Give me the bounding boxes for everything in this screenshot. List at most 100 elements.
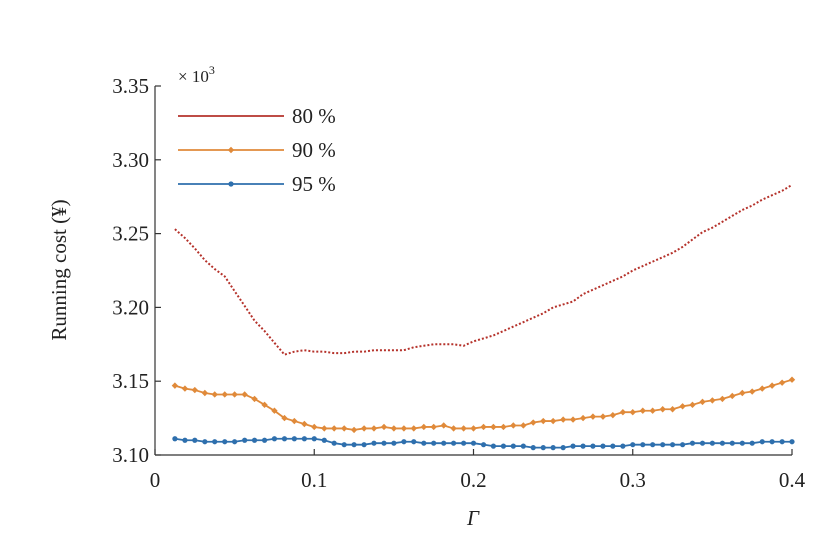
y-tick-label: 3.35 bbox=[112, 74, 149, 98]
data-point bbox=[490, 423, 497, 431]
data-point bbox=[699, 398, 706, 406]
data-point bbox=[739, 440, 745, 446]
y-tick-label: 3.30 bbox=[112, 148, 149, 172]
data-point bbox=[470, 425, 477, 432]
data-point bbox=[719, 395, 726, 403]
data-point bbox=[181, 385, 189, 392]
data-point bbox=[401, 439, 407, 445]
data-point bbox=[660, 442, 666, 448]
data-point bbox=[500, 423, 507, 431]
data-point bbox=[480, 423, 487, 431]
data-point bbox=[420, 423, 428, 431]
data-point bbox=[779, 439, 785, 445]
data-point bbox=[480, 442, 487, 448]
data-point bbox=[510, 443, 516, 449]
series-2 bbox=[172, 436, 795, 451]
y-tick-label: 3.25 bbox=[112, 222, 149, 246]
data-point bbox=[321, 425, 328, 432]
data-point bbox=[241, 391, 248, 398]
data-point bbox=[709, 397, 716, 404]
x-tick-label: 0.2 bbox=[460, 468, 486, 492]
data-point bbox=[271, 407, 278, 414]
data-point bbox=[530, 419, 537, 426]
data-point bbox=[192, 437, 198, 443]
data-point bbox=[330, 425, 338, 432]
data-point bbox=[440, 422, 447, 429]
y-ticks: 3.10 3.15 3.20 3.25 3.30 3.35 bbox=[112, 74, 161, 467]
data-point bbox=[281, 436, 288, 442]
data-point bbox=[749, 440, 755, 446]
data-point bbox=[400, 425, 408, 432]
data-point bbox=[759, 439, 765, 445]
data-point bbox=[589, 413, 597, 420]
data-point bbox=[311, 423, 318, 431]
data-point bbox=[222, 439, 228, 445]
data-point bbox=[251, 395, 258, 403]
data-point bbox=[311, 436, 317, 442]
y-tick-label: 3.20 bbox=[112, 295, 149, 319]
data-point bbox=[600, 443, 606, 449]
data-point bbox=[540, 445, 546, 451]
data-point bbox=[411, 439, 417, 445]
data-point bbox=[291, 436, 297, 442]
data-point bbox=[768, 382, 776, 389]
data-point bbox=[191, 386, 199, 394]
data-point bbox=[231, 391, 238, 398]
data-point bbox=[381, 440, 387, 446]
data-point bbox=[212, 439, 218, 445]
data-point bbox=[221, 391, 228, 398]
data-point bbox=[202, 439, 208, 445]
data-point bbox=[669, 442, 676, 448]
data-point bbox=[580, 443, 586, 449]
data-point bbox=[540, 417, 547, 425]
data-point bbox=[639, 407, 646, 414]
data-point bbox=[182, 437, 188, 443]
data-point bbox=[261, 437, 268, 443]
data-point bbox=[679, 442, 686, 448]
data-point bbox=[689, 401, 696, 409]
data-point bbox=[361, 442, 367, 448]
y-axis-title: Running cost (¥) bbox=[47, 199, 71, 340]
y-multiplier-base: × 10 bbox=[178, 67, 209, 86]
data-point bbox=[579, 414, 587, 422]
data-point bbox=[630, 442, 636, 448]
data-point bbox=[530, 445, 536, 451]
data-point bbox=[281, 414, 288, 422]
legend-marker bbox=[227, 146, 235, 154]
data-point bbox=[470, 440, 477, 446]
data-point bbox=[360, 425, 368, 432]
data-point bbox=[461, 440, 467, 446]
data-point bbox=[261, 401, 268, 409]
data-point bbox=[351, 442, 357, 448]
data-point bbox=[748, 388, 756, 395]
series-1 bbox=[171, 376, 796, 434]
data-point bbox=[609, 411, 617, 419]
data-point bbox=[430, 423, 437, 431]
data-point bbox=[560, 445, 566, 451]
series-0 bbox=[174, 184, 793, 356]
data-point bbox=[559, 416, 567, 423]
data-point bbox=[620, 443, 626, 449]
data-point bbox=[739, 389, 746, 397]
data-point bbox=[172, 436, 178, 442]
data-point bbox=[788, 376, 796, 383]
data-point bbox=[271, 436, 278, 442]
data-point bbox=[590, 443, 596, 449]
x-tick-label: 0.4 bbox=[779, 468, 806, 492]
x-tick-label: 0.1 bbox=[301, 468, 327, 492]
data-point bbox=[201, 389, 209, 397]
y-multiplier: × 103 bbox=[178, 63, 215, 86]
data-point bbox=[640, 442, 646, 448]
data-point bbox=[719, 440, 726, 446]
data-point bbox=[380, 423, 388, 431]
y-multiplier-exponent: 3 bbox=[209, 63, 215, 77]
data-point bbox=[291, 417, 298, 425]
data-point bbox=[570, 443, 576, 449]
data-point bbox=[371, 440, 377, 446]
data-point bbox=[569, 416, 577, 423]
data-point bbox=[321, 437, 327, 443]
data-point bbox=[421, 440, 427, 446]
data-point bbox=[689, 440, 696, 446]
data-point bbox=[242, 437, 248, 443]
data-point bbox=[709, 440, 715, 446]
